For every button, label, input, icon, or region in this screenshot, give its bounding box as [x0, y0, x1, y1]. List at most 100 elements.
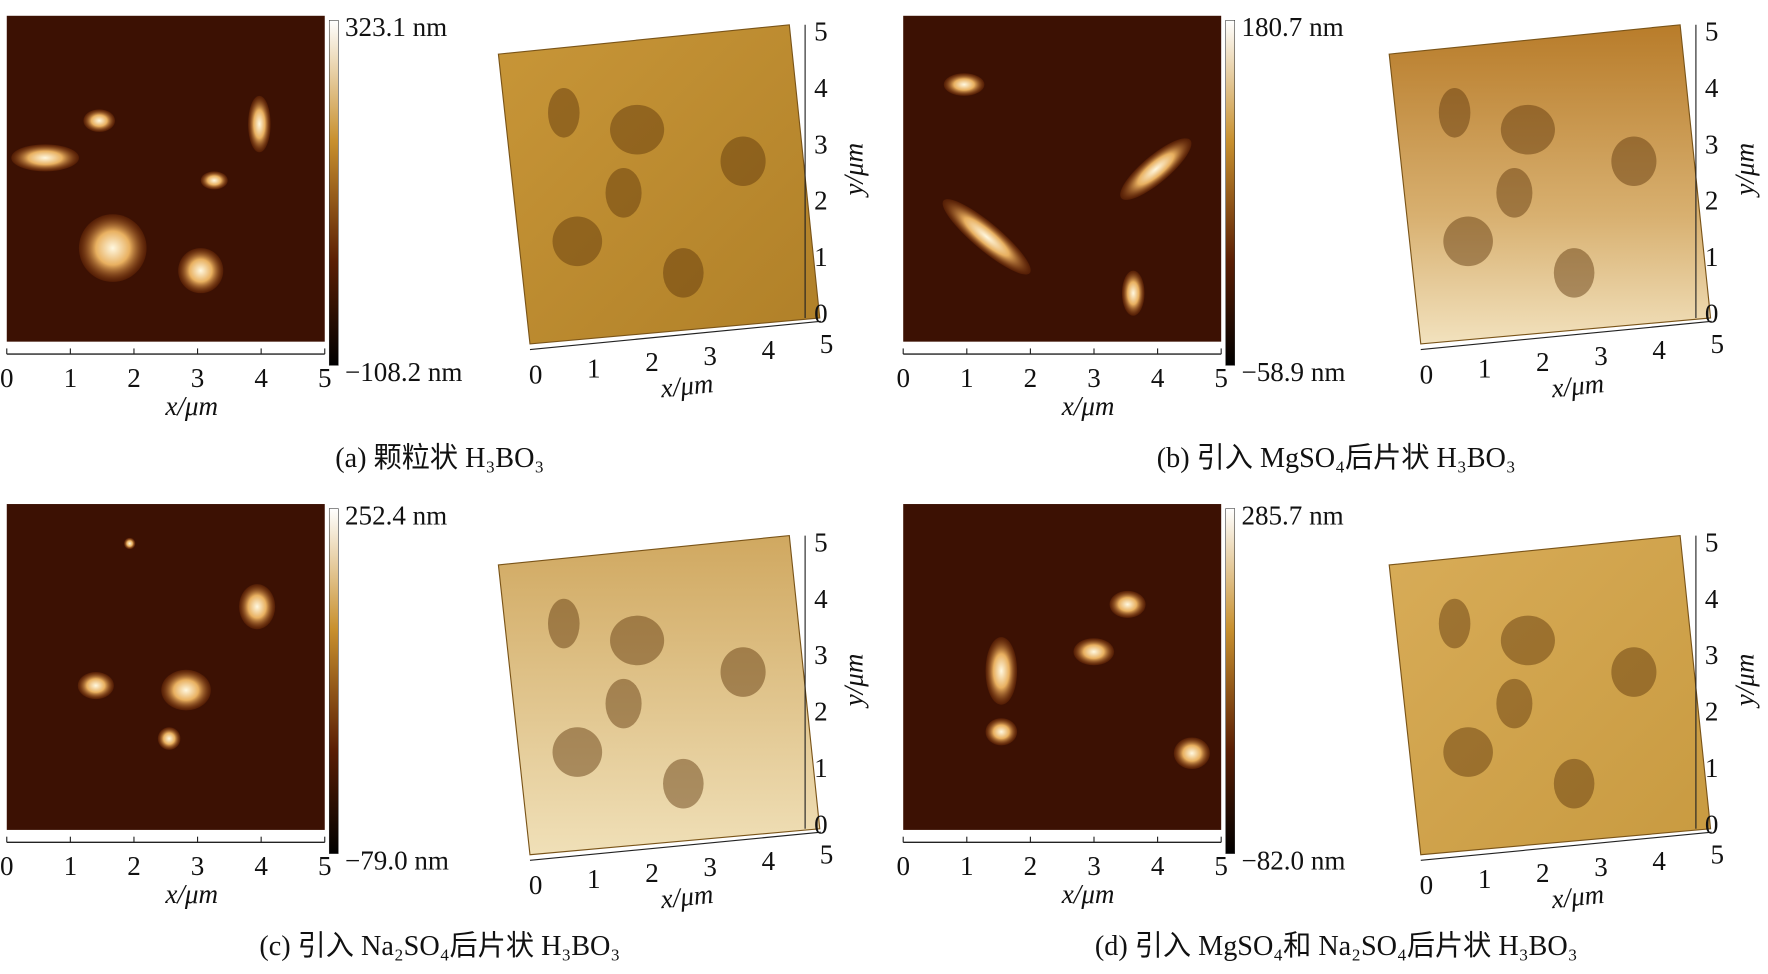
- axis-line: [529, 320, 821, 351]
- x-tick-label: 2: [1536, 347, 1550, 377]
- colorbar: [1225, 20, 1236, 366]
- axis-line: [529, 831, 821, 861]
- colorbar-max: 252.4 nm: [345, 500, 447, 530]
- y-tick-label: 2: [814, 697, 828, 727]
- feature: [83, 109, 116, 132]
- x-tick-label: 0: [0, 363, 14, 393]
- feature: [239, 584, 276, 630]
- surface-pit: [610, 104, 665, 155]
- colorbar-min: −108.2 nm: [345, 357, 462, 387]
- feature: [1109, 590, 1146, 618]
- surface: [497, 24, 821, 345]
- colorbar-max: 180.7 nm: [1241, 12, 1343, 42]
- surface-pit: [548, 87, 580, 138]
- x-tick-label: 0: [896, 363, 910, 393]
- x-tick-label: 5: [820, 840, 834, 870]
- x-tick-label: 0: [529, 359, 543, 389]
- colorbar-max: 285.7 nm: [1241, 500, 1343, 530]
- x-axis-label: x/μm: [658, 368, 714, 403]
- feature: [178, 248, 224, 294]
- y-tick-label: 4: [814, 584, 828, 614]
- panel: 180.7 nm−58.9 nm0 1 2 3 4 5x/μm0 1 2 3 4 5012345x/…: [896, 12, 1759, 474]
- colorbar-max: 323.1 nm: [345, 12, 447, 42]
- x-tick-label: 3: [703, 852, 717, 882]
- y-tick-label: 0: [814, 809, 828, 839]
- scaled-layout: 323.1 nm−108.2 nm0 1 2 3 4 5x/μm0 1 2 3 4 5012345x…: [0, 12, 1759, 962]
- y-tick-label: 1: [1705, 753, 1719, 783]
- x-tick-label: 4: [762, 846, 776, 876]
- surface-pit: [720, 136, 766, 187]
- x-tick-label: 0: [0, 851, 14, 881]
- feature: [200, 171, 228, 190]
- surface-pit: [1443, 216, 1493, 267]
- x-tick-label: 1: [1478, 353, 1492, 383]
- y-axis-label: y/μm: [839, 143, 869, 199]
- x-tick-label: 3: [191, 851, 205, 881]
- y-tick-label: 5: [814, 527, 828, 557]
- x-tick-label: 3: [1087, 851, 1101, 881]
- x-axis-label: x/μm: [658, 879, 714, 914]
- y-tick-label: 1: [814, 242, 828, 272]
- x-tick-label: 1: [960, 363, 974, 393]
- colorbar-min: −79.0 nm: [345, 845, 449, 875]
- feature: [1173, 737, 1210, 770]
- x-tick-label: 4: [1151, 851, 1165, 881]
- x-tick-label: 2: [1024, 851, 1038, 881]
- x-tick-label: 3: [703, 341, 717, 371]
- x-axis-label: x/μm: [1061, 391, 1115, 421]
- surface-pit: [1611, 647, 1657, 697]
- x-tick-label: 4: [762, 335, 776, 365]
- x-tick-label: 0: [1420, 870, 1434, 900]
- panel: 252.4 nm−79.0 nm0 1 2 3 4 5x/μm 0 1 2 3 4 5012345x/…: [0, 500, 869, 962]
- caption: (a) 颗粒状 H₃BO₃: [335, 442, 544, 474]
- surface-pit: [548, 598, 580, 649]
- caption: (c) 引入 Na₂SO₄后片状 H₃BO₃: [259, 930, 620, 962]
- x-tick-label: 5: [318, 851, 332, 881]
- feature: [985, 637, 1018, 705]
- y-tick-label: 5: [1705, 527, 1719, 557]
- x-tick-label: 0: [1420, 359, 1434, 389]
- y-tick-label: 5: [814, 17, 828, 47]
- x-tick-label: 4: [1652, 335, 1666, 365]
- x-axis-label: x/μm: [164, 391, 218, 421]
- y-tick-label: 3: [814, 640, 828, 670]
- x-tick-label: 5: [1711, 329, 1725, 359]
- y-tick-label: 0: [1705, 298, 1719, 328]
- feature: [1120, 138, 1192, 200]
- x-axis-label: x/μm: [1549, 879, 1605, 914]
- feature: [11, 144, 79, 172]
- surface-pit: [1496, 168, 1533, 218]
- y-tick-label: 2: [814, 186, 828, 216]
- surface: [1388, 534, 1712, 856]
- x-tick-label: 4: [254, 363, 268, 393]
- surface-pit: [552, 727, 603, 777]
- surface-pit: [552, 216, 603, 267]
- colorbar: [328, 508, 339, 854]
- panel: 285.7 nm−82.0 nm0 1 2 3 4 5x/μm 0 1 2 3 4 5012345x/…: [896, 500, 1759, 962]
- x-tick-label: 0: [529, 870, 543, 900]
- x-tick-label: 1: [64, 851, 78, 881]
- y-axis-label: y/μm: [1729, 654, 1759, 710]
- x-tick-label: 2: [645, 858, 659, 888]
- feature: [1073, 638, 1115, 666]
- x-tick-label: 5: [820, 329, 834, 359]
- surface-pit: [1553, 248, 1595, 298]
- feature: [985, 718, 1018, 746]
- axis-line: [1420, 320, 1712, 351]
- x-tick-label: 3: [1594, 341, 1608, 371]
- x-tick-label: 2: [1024, 363, 1038, 393]
- y-tick-label: 3: [1705, 640, 1719, 670]
- caption: (b) 引入 MgSO₄后片状 H₃BO₃: [1157, 442, 1516, 474]
- x-tick-label: 5: [318, 363, 332, 393]
- colorbar: [328, 20, 339, 366]
- x-axis-label: x/μm: [1549, 368, 1605, 403]
- surface-pit: [720, 647, 766, 697]
- feature: [943, 73, 985, 96]
- surface-pit: [663, 758, 704, 809]
- surface-pit: [605, 678, 642, 729]
